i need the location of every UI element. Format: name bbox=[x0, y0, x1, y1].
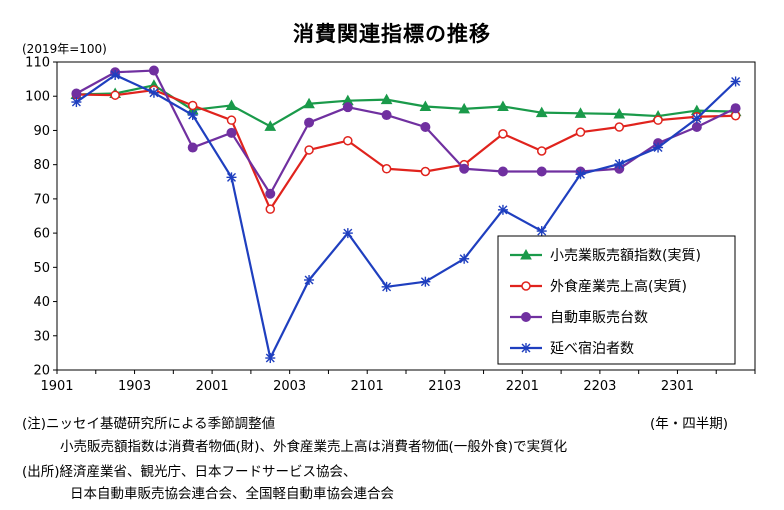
y-tick-label: 30 bbox=[33, 329, 50, 344]
data-point bbox=[110, 70, 121, 81]
data-point bbox=[614, 122, 625, 132]
legend-label: 外食産業売上高(実質) bbox=[550, 278, 687, 295]
data-point bbox=[498, 129, 508, 139]
data-point bbox=[148, 65, 159, 76]
y-tick-label: 60 bbox=[33, 227, 50, 242]
data-point bbox=[497, 166, 508, 177]
data-point bbox=[419, 100, 432, 111]
legend-marker bbox=[520, 248, 532, 260]
data-point bbox=[614, 158, 625, 169]
data-point bbox=[381, 110, 392, 121]
x-tick-label: 2301 bbox=[661, 379, 694, 394]
data-point bbox=[497, 100, 509, 111]
data-point bbox=[71, 97, 82, 108]
data-point bbox=[691, 122, 702, 133]
y-axis-unit-label: (2019年=100) bbox=[22, 42, 107, 56]
series-line-2 bbox=[76, 88, 736, 211]
data-point bbox=[575, 127, 586, 137]
data-point bbox=[420, 276, 431, 287]
y-tick-label: 40 bbox=[33, 295, 50, 310]
data-point bbox=[71, 88, 82, 99]
data-point bbox=[574, 107, 587, 118]
data-point bbox=[381, 281, 392, 292]
x-tick-label: 1901 bbox=[40, 379, 73, 394]
data-point bbox=[691, 113, 702, 124]
data-point bbox=[110, 90, 120, 100]
data-point bbox=[264, 120, 277, 131]
data-point bbox=[381, 164, 392, 174]
data-point bbox=[304, 274, 315, 285]
chart-title: 消費関連指標の推移 bbox=[293, 22, 491, 46]
data-point bbox=[536, 166, 547, 177]
x-tick-label: 2101 bbox=[351, 379, 384, 394]
data-point bbox=[265, 188, 276, 199]
data-point bbox=[265, 204, 276, 214]
data-point bbox=[265, 353, 276, 364]
data-point bbox=[730, 76, 741, 87]
x-tick-label: 2203 bbox=[583, 379, 616, 394]
y-tick-label: 100 bbox=[25, 90, 50, 105]
data-point bbox=[536, 226, 547, 237]
y-tick-label: 80 bbox=[33, 158, 50, 173]
x-tick-label: 2003 bbox=[273, 379, 306, 394]
data-point bbox=[304, 145, 314, 155]
data-point bbox=[653, 142, 664, 153]
data-point bbox=[420, 122, 431, 133]
x-tick-label: 1903 bbox=[118, 379, 151, 394]
data-point bbox=[342, 228, 353, 239]
data-point bbox=[187, 142, 198, 153]
data-point bbox=[304, 117, 315, 128]
data-point bbox=[187, 100, 198, 111]
data-point bbox=[226, 127, 237, 138]
legend-marker bbox=[521, 312, 531, 322]
x-tick-label: 2103 bbox=[428, 379, 461, 394]
data-point bbox=[613, 107, 626, 119]
x-axis-unit-label: (年・四半期) bbox=[650, 416, 729, 432]
y-tick-label: 70 bbox=[33, 192, 50, 207]
data-point bbox=[653, 115, 663, 125]
legend-label: 自動車販売台数 bbox=[550, 309, 648, 326]
data-point bbox=[730, 103, 741, 114]
source-line-1: (出所)経済産業省、観光庁、日本フードサービス協会、 bbox=[22, 464, 357, 480]
legend-box bbox=[497, 235, 736, 365]
data-point bbox=[187, 110, 198, 121]
legend-label: 小売業販売額指数(実質) bbox=[550, 248, 701, 264]
y-tick-label: 110 bbox=[25, 56, 50, 71]
x-tick-label: 2001 bbox=[196, 379, 229, 394]
note-line-1: (注)ニッセイ基礎研究所による季節調整値 bbox=[22, 416, 276, 432]
y-tick-label: 20 bbox=[33, 364, 50, 379]
y-tick-label: 50 bbox=[33, 261, 50, 276]
legend-marker bbox=[521, 281, 531, 291]
data-point bbox=[459, 253, 470, 264]
x-tick-label: 2201 bbox=[506, 379, 539, 394]
data-point bbox=[303, 97, 315, 109]
legend-marker bbox=[521, 343, 531, 353]
series-line-3 bbox=[75, 69, 737, 195]
data-point bbox=[148, 87, 159, 98]
series-line-4 bbox=[75, 73, 737, 360]
data-point bbox=[225, 99, 238, 110]
legend-label: 延べ宿泊者数 bbox=[550, 340, 634, 357]
data-point bbox=[459, 163, 470, 174]
data-point bbox=[342, 102, 353, 113]
data-point bbox=[536, 146, 547, 156]
data-point bbox=[535, 106, 548, 118]
data-point bbox=[226, 172, 237, 183]
data-point bbox=[380, 93, 393, 105]
data-point bbox=[458, 102, 471, 114]
note-line-2: 小売販売額指数は消費者物価(財)、外食産業売上高は消費者物価(一般外食)で実質化 bbox=[60, 439, 568, 455]
data-point bbox=[343, 135, 353, 146]
source-line-2: 日本自動車販売協会連合会、全国軽自動車協会連合会 bbox=[70, 486, 394, 502]
y-tick-label: 90 bbox=[33, 124, 50, 139]
data-point bbox=[575, 169, 586, 180]
data-point bbox=[420, 166, 431, 177]
data-point bbox=[226, 115, 237, 125]
series-line-1 bbox=[76, 84, 736, 128]
data-point bbox=[497, 204, 508, 215]
